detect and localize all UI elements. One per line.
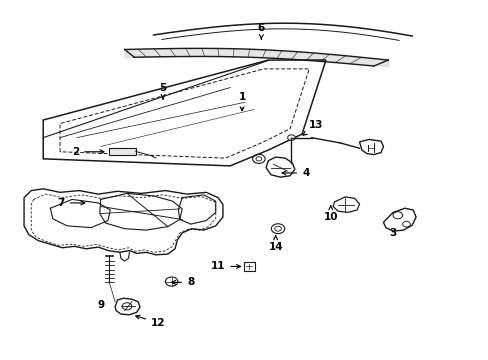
Circle shape [287, 135, 295, 140]
Text: 6: 6 [257, 23, 264, 39]
Text: 8: 8 [171, 277, 194, 287]
Text: 1: 1 [238, 92, 245, 111]
Text: 2: 2 [72, 147, 103, 157]
Text: 14: 14 [268, 236, 283, 252]
Text: 10: 10 [323, 206, 337, 222]
Text: 11: 11 [210, 261, 240, 271]
Text: 3: 3 [388, 228, 396, 238]
Text: 7: 7 [57, 198, 84, 208]
Text: 9: 9 [97, 300, 104, 310]
FancyBboxPatch shape [109, 148, 136, 155]
Text: 12: 12 [136, 315, 165, 328]
Text: 13: 13 [303, 120, 323, 135]
Text: 4: 4 [282, 168, 309, 178]
Text: 5: 5 [159, 83, 166, 99]
